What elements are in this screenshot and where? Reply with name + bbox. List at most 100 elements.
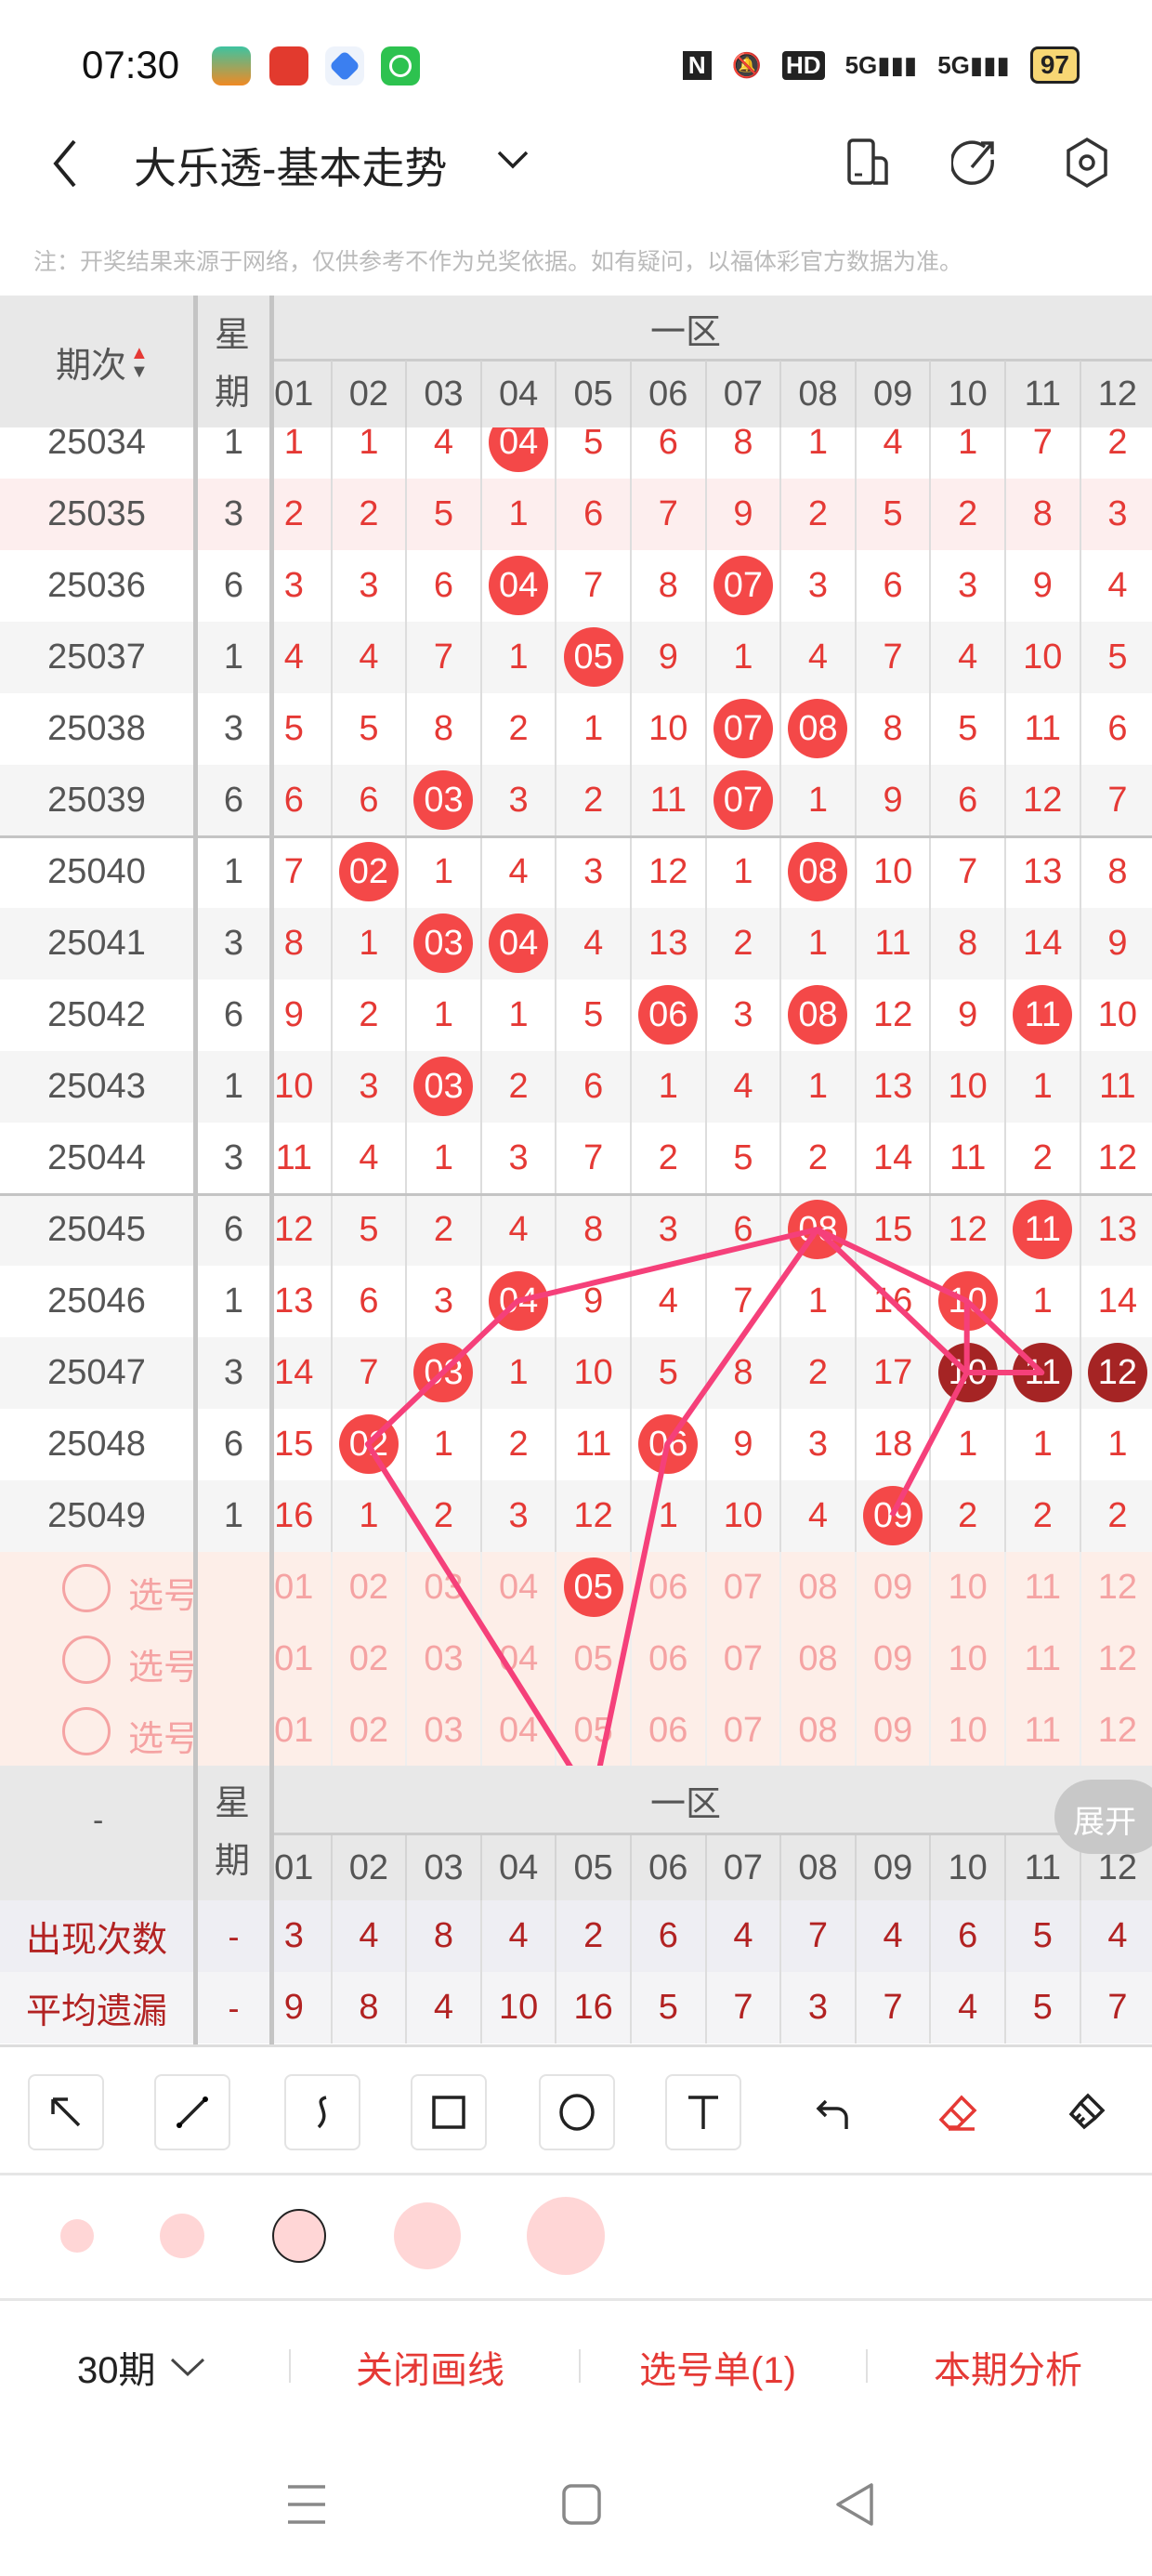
select-number[interactable]: 08 [779,1694,855,1766]
pick-list-button[interactable]: 选号单(1) [639,2350,796,2391]
hit-ball[interactable]: 04 [489,427,549,472]
hit-ball[interactable]: 08 [788,842,848,901]
select-number[interactable]: 12 [1079,1623,1152,1695]
selected-ball[interactable]: 05 [563,1557,623,1617]
circle-tool-button[interactable] [539,2074,615,2150]
select-number[interactable]: 05 [555,1694,630,1766]
select-number[interactable]: 11 [1004,1694,1080,1766]
undo-tool-button[interactable] [793,2074,870,2150]
page-title[interactable]: 大乐透-基本走势 [134,144,448,192]
hit-ball[interactable]: 03 [413,1343,474,1402]
hit-ball[interactable]: 04 [489,556,549,615]
column-header: 09 [854,361,930,427]
hit-ball[interactable]: 04 [489,1271,549,1331]
hit-ball[interactable]: 02 [338,1414,399,1474]
curve-tool-button[interactable] [284,2074,360,2150]
brush-size-option[interactable] [160,2214,204,2258]
number-cell: 5 [405,478,480,550]
select-number[interactable]: 12 [1079,1551,1152,1623]
hit-ball[interactable]: 06 [638,985,699,1045]
select-number[interactable]: 12 [1079,1694,1152,1766]
select-number[interactable]: 08 [779,1551,855,1623]
table-row: 25049 1 16 1 2 3 12 1 10 4 09 2 2 2 [0,1479,1152,1552]
select-number[interactable]: 10 [929,1551,1004,1623]
select-number[interactable]: 10 [929,1623,1004,1695]
select-radio[interactable] [62,1563,111,1612]
share-icon[interactable] [951,138,998,188]
select-number[interactable]: 03 [405,1694,480,1766]
hit-ball[interactable]: 02 [338,842,399,901]
hit-ball[interactable]: 11 [1013,1343,1073,1402]
chevron-down-icon[interactable] [496,149,530,171]
brush-size-option[interactable] [394,2202,461,2269]
select-number[interactable]: 08 [779,1623,855,1695]
select-number[interactable]: 11 [1004,1623,1080,1695]
arrow-tool-button[interactable] [28,2074,104,2150]
select-number[interactable]: 04 [479,1694,556,1766]
period-header[interactable]: 期次 ▲ ▼ [56,342,149,387]
hit-ball[interactable]: 03 [413,913,474,973]
select-number[interactable]: 04 [479,1551,556,1623]
select-number[interactable]: 06 [630,1551,705,1623]
hit-ball[interactable]: 09 [863,1486,923,1545]
select-number[interactable]: 02 [330,1694,406,1766]
select-number[interactable]: 03 [405,1551,480,1623]
hit-ball[interactable]: 10 [937,1343,998,1402]
select-number[interactable]: 01 [271,1623,331,1695]
hit-ball[interactable]: 03 [413,1057,474,1116]
rectangle-tool-button[interactable] [411,2074,487,2150]
expand-button[interactable]: 展开 [1054,1780,1152,1854]
select-radio[interactable] [62,1706,111,1755]
hit-ball[interactable]: 04 [489,913,549,973]
select-number[interactable]: 06 [630,1623,705,1695]
hit-ball[interactable]: 07 [713,556,773,615]
hit-ball[interactable]: 07 [713,770,773,830]
select-number[interactable]: 09 [854,1623,930,1695]
select-number[interactable]: 06 [630,1694,705,1766]
phone-icon[interactable] [845,138,892,188]
hit-ball[interactable]: 05 [563,627,623,687]
select-number[interactable]: 03 [405,1623,480,1695]
select-number[interactable]: 07 [704,1694,780,1766]
select-number[interactable]: 09 [854,1694,930,1766]
close-drawing-button[interactable]: 关闭画线 [356,2350,504,2391]
period-analysis-button[interactable]: 本期分析 [934,2350,1082,2391]
clear-tool-button[interactable] [1048,2074,1124,2150]
hit-ball[interactable]: 12 [1087,1343,1147,1402]
select-number[interactable]: 01 [271,1552,331,1623]
eraser-tool-button[interactable] [920,2074,996,2150]
hit-ball[interactable]: 03 [413,770,474,830]
select-radio[interactable] [62,1635,111,1684]
select-number[interactable]: 10 [929,1694,1004,1766]
hit-ball[interactable]: 11 [1013,1200,1073,1259]
select-number[interactable]: 09 [854,1551,930,1623]
sort-icon[interactable]: ▲ ▼ [130,342,149,382]
period-count-select[interactable]: 30期 [77,2340,206,2394]
text-tool-button[interactable] [665,2074,741,2150]
select-number[interactable]: 02 [330,1623,406,1695]
hit-ball[interactable]: 10 [937,1271,998,1331]
select-number[interactable]: 02 [330,1551,406,1623]
select-number[interactable]: 07 [704,1623,780,1695]
settings-icon[interactable] [1063,136,1111,190]
menu-nav-icon[interactable] [286,2483,327,2526]
home-nav-icon[interactable] [561,2483,602,2526]
select-number[interactable]: 11 [1004,1551,1080,1623]
brush-size-option[interactable] [527,2197,605,2275]
hit-ball[interactable]: 08 [788,1200,848,1259]
hit-ball[interactable]: 07 [713,699,773,758]
hit-ball[interactable]: 08 [788,699,848,758]
select-number[interactable]: 04 [479,1623,556,1695]
back-icon[interactable] [48,138,82,190]
hit-ball[interactable]: 06 [638,1414,699,1474]
line-tool-button[interactable] [154,2074,230,2150]
back-nav-icon[interactable] [834,2481,875,2528]
brush-size-option[interactable] [272,2209,326,2263]
select-number[interactable]: 01 [271,1695,331,1767]
select-number[interactable]: 05 [555,1623,630,1695]
hit-ball[interactable]: 11 [1013,985,1073,1045]
brush-size-option[interactable] [60,2219,94,2253]
select-number[interactable]: 05 [555,1551,630,1623]
select-number[interactable]: 07 [704,1551,780,1623]
hit-ball[interactable]: 08 [788,985,848,1045]
